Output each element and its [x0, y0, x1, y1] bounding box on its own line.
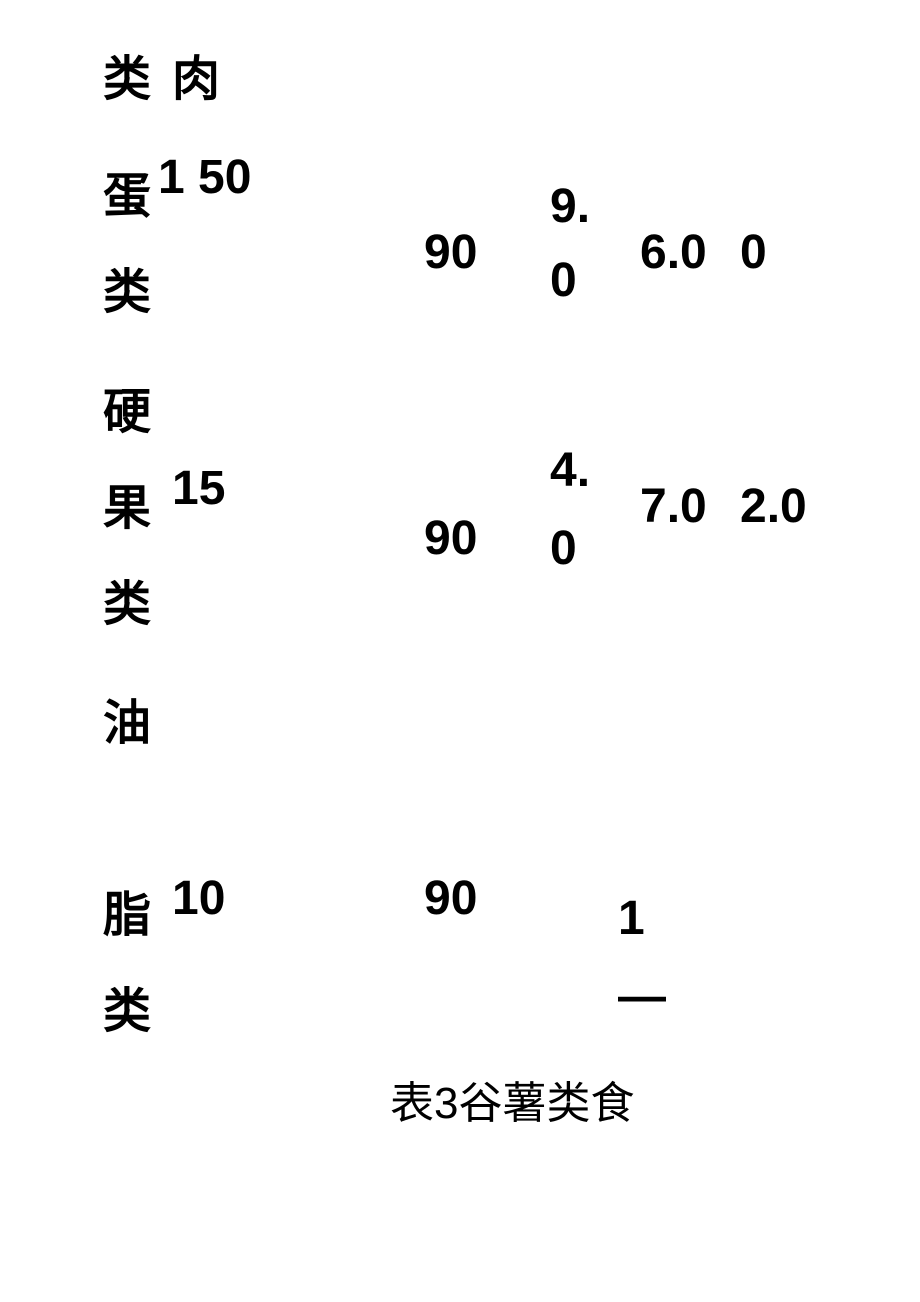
row1-val2b: 50: [198, 149, 251, 207]
row1-val2a: 1: [158, 149, 185, 207]
row3-val3: 90: [424, 870, 477, 928]
row1-val5: 6.0: [640, 224, 707, 282]
row0-col1a: 类: [103, 51, 151, 109]
row0-col1b: 肉: [172, 51, 220, 109]
row2-val4: 4. 0: [550, 432, 590, 588]
table-caption: 表3谷薯类食: [390, 1078, 634, 1131]
row2-val2: 15: [172, 460, 225, 518]
row3-val2: 10: [172, 870, 225, 928]
row2-val3: 90: [424, 510, 477, 568]
row2-val6: 2.0: [740, 478, 807, 536]
row1-val3: 90: [424, 224, 477, 282]
row3-val5: 1 —: [618, 880, 666, 1036]
row1-label: 蛋 类: [103, 149, 151, 341]
row3-label: 油 脂 类: [103, 676, 151, 1060]
row1-val6: 0: [740, 224, 767, 282]
row1-val4: 9. 0: [550, 170, 590, 319]
row2-val5: 7.0: [640, 478, 707, 536]
row2-label: 硬 果 类: [103, 365, 151, 653]
